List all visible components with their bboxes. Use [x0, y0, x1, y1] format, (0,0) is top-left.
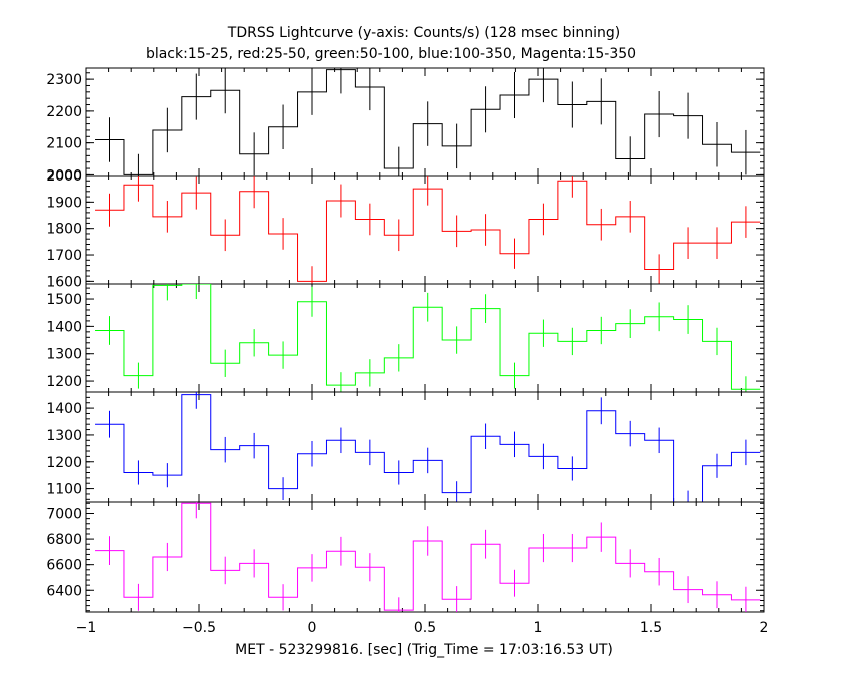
- panel-frame: [85, 283, 765, 393]
- y-tick-label: 1200: [46, 455, 82, 471]
- y-tick-label: 2300: [46, 72, 82, 88]
- y-tick-label: 1900: [46, 195, 82, 211]
- y-tick-label: 2100: [46, 136, 82, 152]
- x-tick-label: −1: [76, 620, 97, 636]
- x-tick-label: 0.5: [414, 620, 436, 636]
- series-4: [95, 392, 761, 502]
- y-tick-label: 1100: [46, 482, 82, 498]
- panel-4: 1100 1200 1300 1400: [46, 391, 765, 503]
- panel-3: 1200 1300 1400 1500: [46, 283, 765, 393]
- step-line: [95, 180, 761, 282]
- series-3: [95, 284, 761, 392]
- x-tick-label: 1: [534, 620, 543, 636]
- panel-5: 6400 6600 6800 7000: [46, 501, 765, 613]
- x-tick-label: 2: [760, 620, 769, 636]
- y-tick-label: 2000: [46, 169, 82, 185]
- y-tick-label: 6800: [46, 532, 82, 548]
- panel-frame: [85, 67, 765, 177]
- y-tick-label: 1300: [46, 428, 82, 444]
- series-2: [95, 176, 761, 284]
- x-axis: −1 −0.5 0 0.5 1 1.5 2: [76, 620, 769, 636]
- series-5: [95, 502, 761, 612]
- series-1: [95, 68, 761, 176]
- y-tick-label: 1400: [46, 401, 82, 417]
- y-tick-label: 2200: [46, 104, 82, 120]
- panel-2: 1600 1700 1800 1900 2000: [46, 169, 765, 290]
- panels: 2000210022002300160017001800190020001200…: [46, 67, 765, 613]
- y-tick-label: 1600: [46, 274, 82, 290]
- x-tick-label: 1.5: [640, 620, 662, 636]
- panel-frame: [85, 501, 765, 613]
- y-tick-label: 1800: [46, 222, 82, 238]
- step-line: [95, 502, 761, 611]
- x-tick-label: −0.5: [182, 620, 216, 636]
- y-tick-label: 1300: [46, 347, 82, 363]
- y-tick-label: 2000: [46, 167, 82, 183]
- chart-subtitle: black:15-25, red:25-50, green:50-100, bl…: [146, 46, 636, 62]
- panel-1: 2000 2100 2200 2300: [46, 67, 765, 183]
- y-tick-label: 1200: [46, 374, 82, 390]
- panel-frame: [85, 175, 765, 285]
- y-tick-label: 7000: [46, 507, 82, 523]
- y-tick-label: 1500: [46, 292, 82, 308]
- y-tick-label: 6400: [46, 583, 82, 599]
- panel-frame: [85, 391, 765, 503]
- y-tick-label: 1400: [46, 319, 82, 335]
- y-tick-label: 6600: [46, 558, 82, 574]
- x-tick-label: 0: [308, 620, 317, 636]
- chart-title: TDRSS Lightcurve (y-axis: Counts/s) (128…: [227, 25, 620, 41]
- x-axis-label: MET - 523299816. [sec] (Trig_Time = 17:0…: [235, 642, 613, 658]
- y-tick-label: 1700: [46, 248, 82, 264]
